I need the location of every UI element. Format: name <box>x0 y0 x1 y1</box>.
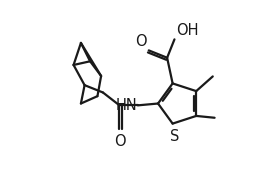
Text: HN: HN <box>115 98 137 113</box>
Text: O: O <box>135 33 147 48</box>
Text: S: S <box>170 129 179 144</box>
Text: OH: OH <box>176 23 199 38</box>
Text: O: O <box>114 134 125 149</box>
